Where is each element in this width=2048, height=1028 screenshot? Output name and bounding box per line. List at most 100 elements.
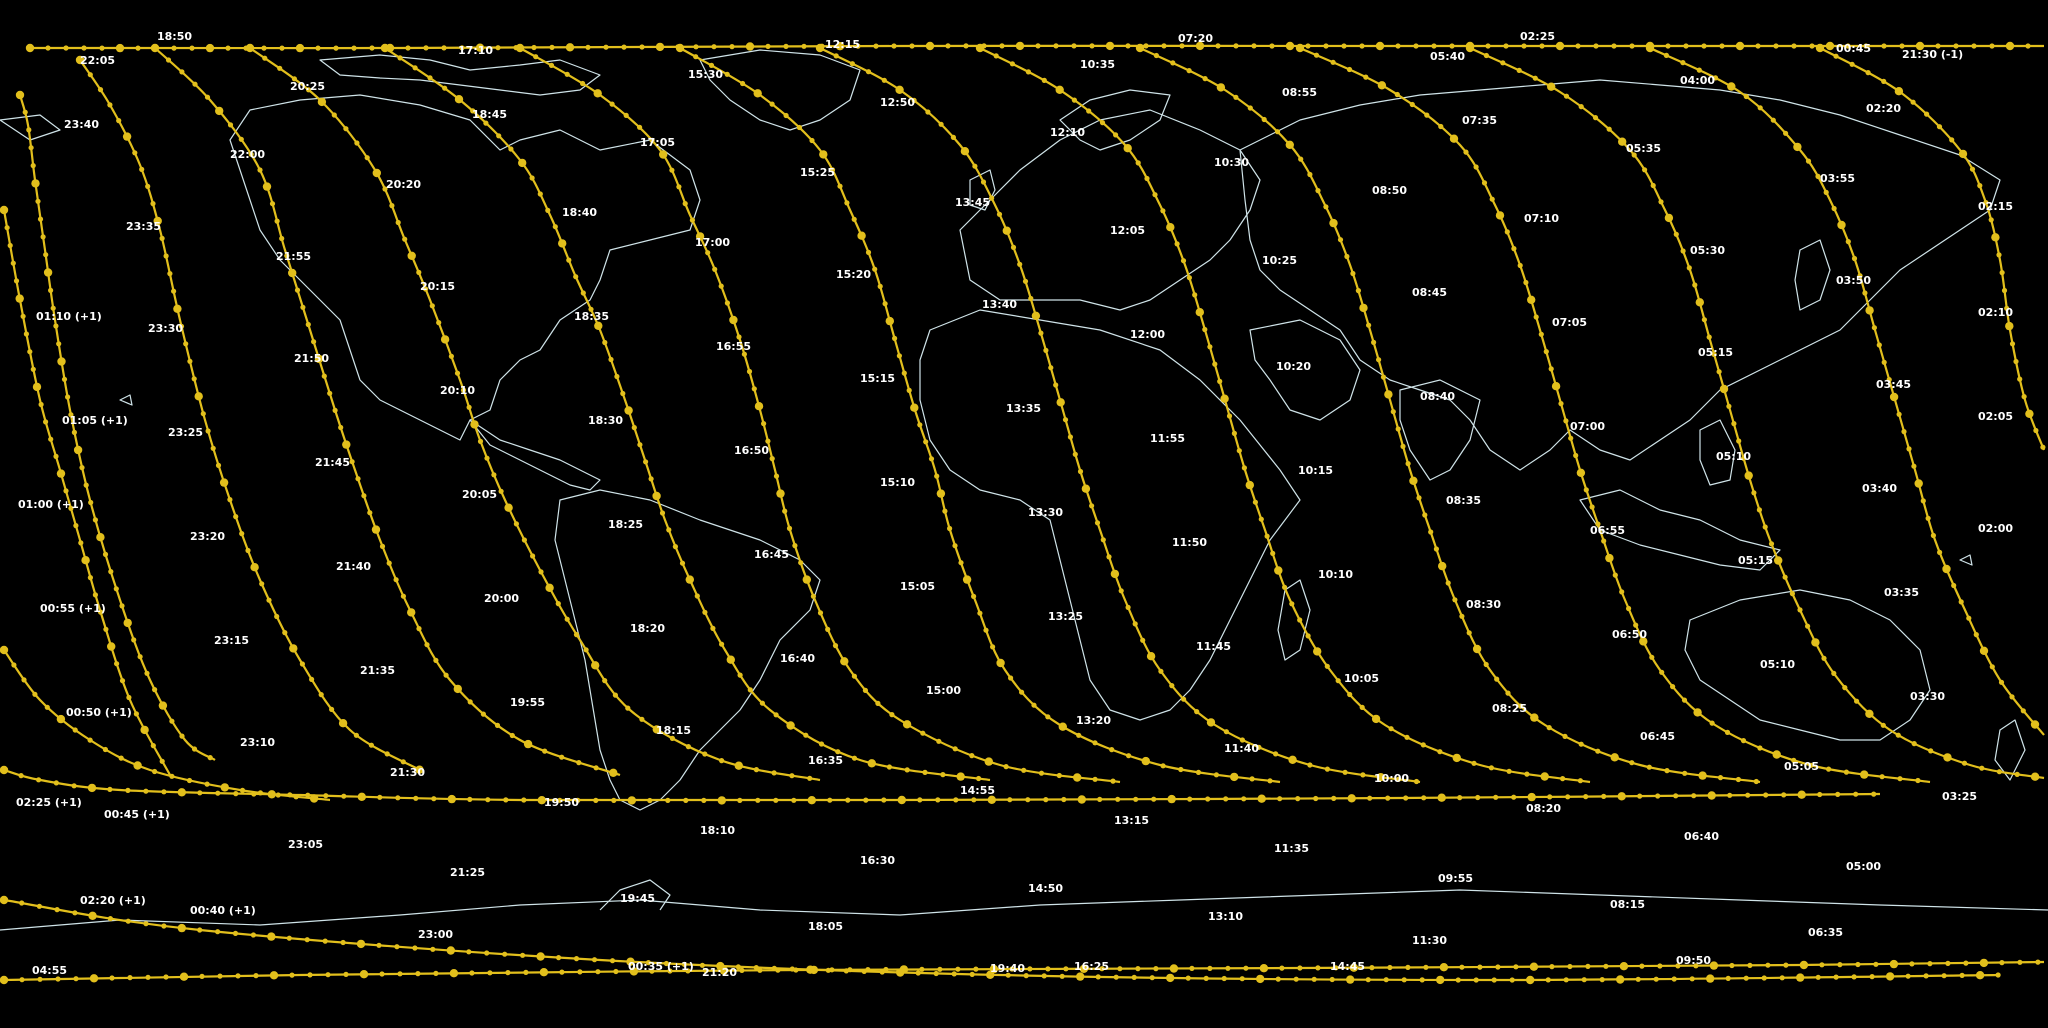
track-point xyxy=(57,357,66,366)
track-point xyxy=(1140,637,1146,643)
track-point xyxy=(741,351,748,357)
track-point xyxy=(996,211,1003,217)
time-label: 12:10 xyxy=(1050,126,1085,139)
track-point xyxy=(2040,444,2046,450)
track-point xyxy=(1762,524,1768,530)
track-point xyxy=(1935,43,1941,49)
track-point xyxy=(769,456,775,462)
track-point xyxy=(608,356,614,363)
track-point xyxy=(171,288,177,294)
track-point xyxy=(1743,975,1749,981)
track-point xyxy=(952,746,958,752)
time-label: 13:30 xyxy=(1028,506,1063,519)
track-point xyxy=(427,75,433,81)
track-point xyxy=(225,45,231,51)
track-point xyxy=(938,121,944,127)
track-point xyxy=(902,720,912,729)
track-point xyxy=(1422,512,1428,518)
track-point xyxy=(693,44,699,50)
track-point xyxy=(367,510,373,516)
track-point xyxy=(537,796,546,805)
time-label: 18:40 xyxy=(562,206,597,219)
track-point xyxy=(1937,549,1943,556)
track-point xyxy=(197,790,203,796)
track-point xyxy=(502,951,508,957)
track-point xyxy=(1741,455,1747,461)
track-point xyxy=(548,62,555,68)
track-point xyxy=(1439,963,1449,972)
track-point xyxy=(102,551,109,558)
track-point xyxy=(1936,124,1943,130)
track-point xyxy=(521,797,527,803)
time-label: 00:50 (+1) xyxy=(66,706,132,719)
track-point xyxy=(1477,964,1483,970)
track-point xyxy=(1315,188,1321,194)
track-point xyxy=(702,751,708,757)
track-point xyxy=(566,257,572,263)
track-point xyxy=(751,386,757,392)
coastline-europe xyxy=(959,109,1261,311)
track-point xyxy=(73,523,79,529)
track-point xyxy=(192,81,198,87)
coastline-africa xyxy=(919,309,1301,721)
track-point xyxy=(1335,678,1341,684)
time-label: 13:20 xyxy=(1076,714,1111,727)
track-point xyxy=(958,560,964,566)
track-point xyxy=(844,200,850,206)
track-point xyxy=(459,45,465,51)
track-point xyxy=(300,304,306,310)
track-point xyxy=(73,445,83,455)
track-point xyxy=(0,765,9,775)
track-point xyxy=(376,942,382,948)
track-point xyxy=(1860,770,1869,779)
track-point xyxy=(1195,308,1205,317)
track-point xyxy=(1270,550,1276,557)
track-point xyxy=(919,966,925,972)
track-point xyxy=(1059,973,1065,979)
track-point xyxy=(643,459,649,465)
track-point xyxy=(1269,43,1275,49)
track-point xyxy=(647,797,653,804)
track-point xyxy=(925,41,935,51)
track-point xyxy=(1019,689,1025,695)
track-point xyxy=(1855,961,1861,968)
track-point xyxy=(227,122,234,128)
time-label: 07:05 xyxy=(1552,316,1587,329)
track-point xyxy=(1377,81,1387,90)
track-point xyxy=(757,967,763,973)
track-point xyxy=(1611,43,1617,49)
time-label: 17:00 xyxy=(695,236,730,249)
track-point xyxy=(2020,708,2026,714)
track-point xyxy=(327,390,333,396)
track-point xyxy=(845,797,851,803)
track-point xyxy=(1805,623,1811,629)
track-point xyxy=(92,517,98,523)
track-point xyxy=(1226,413,1233,419)
track-point xyxy=(1409,476,1418,485)
track-point xyxy=(1274,129,1281,135)
track-point xyxy=(274,613,280,620)
coastline-new-zealand xyxy=(1994,719,2026,781)
track-point xyxy=(1639,963,1645,969)
track-point xyxy=(359,970,369,979)
track-point xyxy=(672,544,679,550)
track-point xyxy=(294,287,301,293)
track-point xyxy=(1396,776,1402,782)
track-point xyxy=(1692,282,1698,288)
track-point xyxy=(0,895,9,905)
track-point xyxy=(21,677,27,683)
track-point xyxy=(1342,769,1348,775)
track-point xyxy=(81,556,90,565)
track-point xyxy=(467,699,473,705)
track-point xyxy=(736,334,742,340)
track-point xyxy=(238,136,244,142)
track-point xyxy=(1521,43,1527,49)
track-point xyxy=(1616,975,1625,984)
track-point xyxy=(729,44,735,50)
track-point xyxy=(1881,359,1887,365)
track-point xyxy=(1805,158,1812,164)
time-label: 10:20 xyxy=(1276,360,1311,373)
track-point xyxy=(1431,43,1437,49)
track-point xyxy=(1388,726,1394,732)
track-point xyxy=(395,219,401,226)
